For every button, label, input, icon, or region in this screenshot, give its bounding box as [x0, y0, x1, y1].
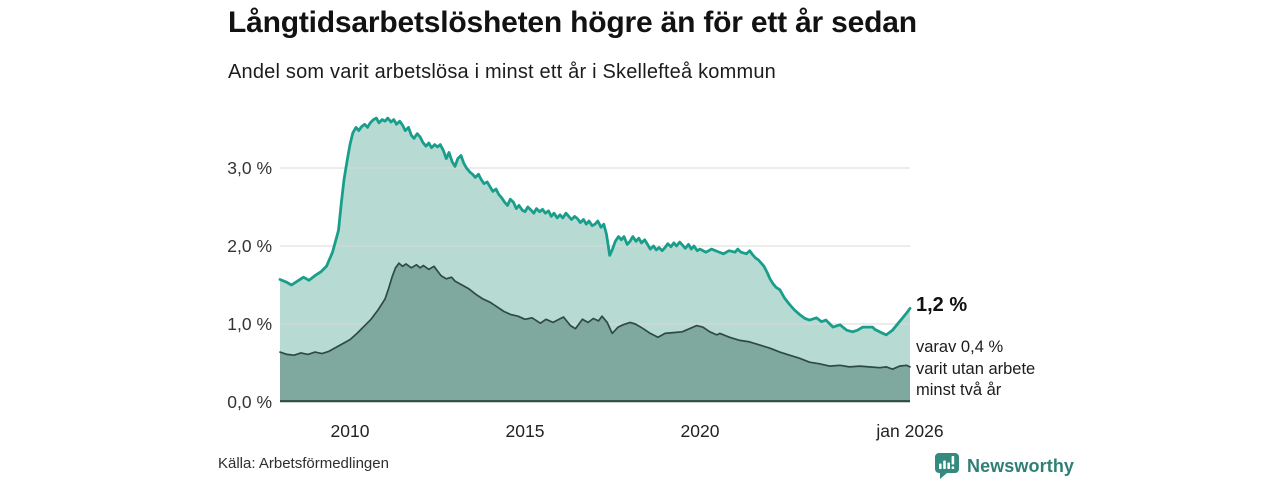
line-one-year — [278, 116, 912, 337]
line-two-years — [279, 262, 911, 371]
area-fill-two-years — [280, 263, 910, 402]
y-axis-tick-label: 3,0 % — [227, 158, 272, 178]
source-note: Källa: Arbetsförmedlingen — [218, 455, 389, 472]
page-title: Långtidsarbetslösheten högre än för ett … — [228, 6, 917, 39]
chart-subtitle: Andel som varit arbetslösa i minst ett å… — [228, 61, 776, 83]
end-value-detail-line: minst två år — [916, 381, 1002, 399]
y-axis-tick-label: 2,0 % — [227, 236, 272, 256]
brand-lockup: Newsworthy — [934, 452, 1074, 480]
x-axis-tick-label: jan 2026 — [875, 421, 943, 441]
newsworthy-logo-icon — [935, 453, 959, 479]
y-axis-tick-label: 1,0 % — [227, 314, 272, 334]
x-axis-tick-label: 2020 — [681, 421, 720, 441]
end-value-detail: varav 0,4 % varit utan arbete minst två … — [916, 337, 1035, 402]
x-axis-tick-label: 2010 — [331, 421, 370, 441]
x-axis-tick-label: 2015 — [506, 421, 545, 441]
y-axis-tick-label: 0,0 % — [227, 392, 272, 412]
brand-name: Newsworthy — [967, 455, 1075, 476]
end-value-detail-line: varav 0,4 % — [916, 338, 1004, 356]
end-value-detail-line: varit utan arbete — [916, 359, 1036, 378]
end-value-label: 1,2 % — [916, 294, 968, 316]
